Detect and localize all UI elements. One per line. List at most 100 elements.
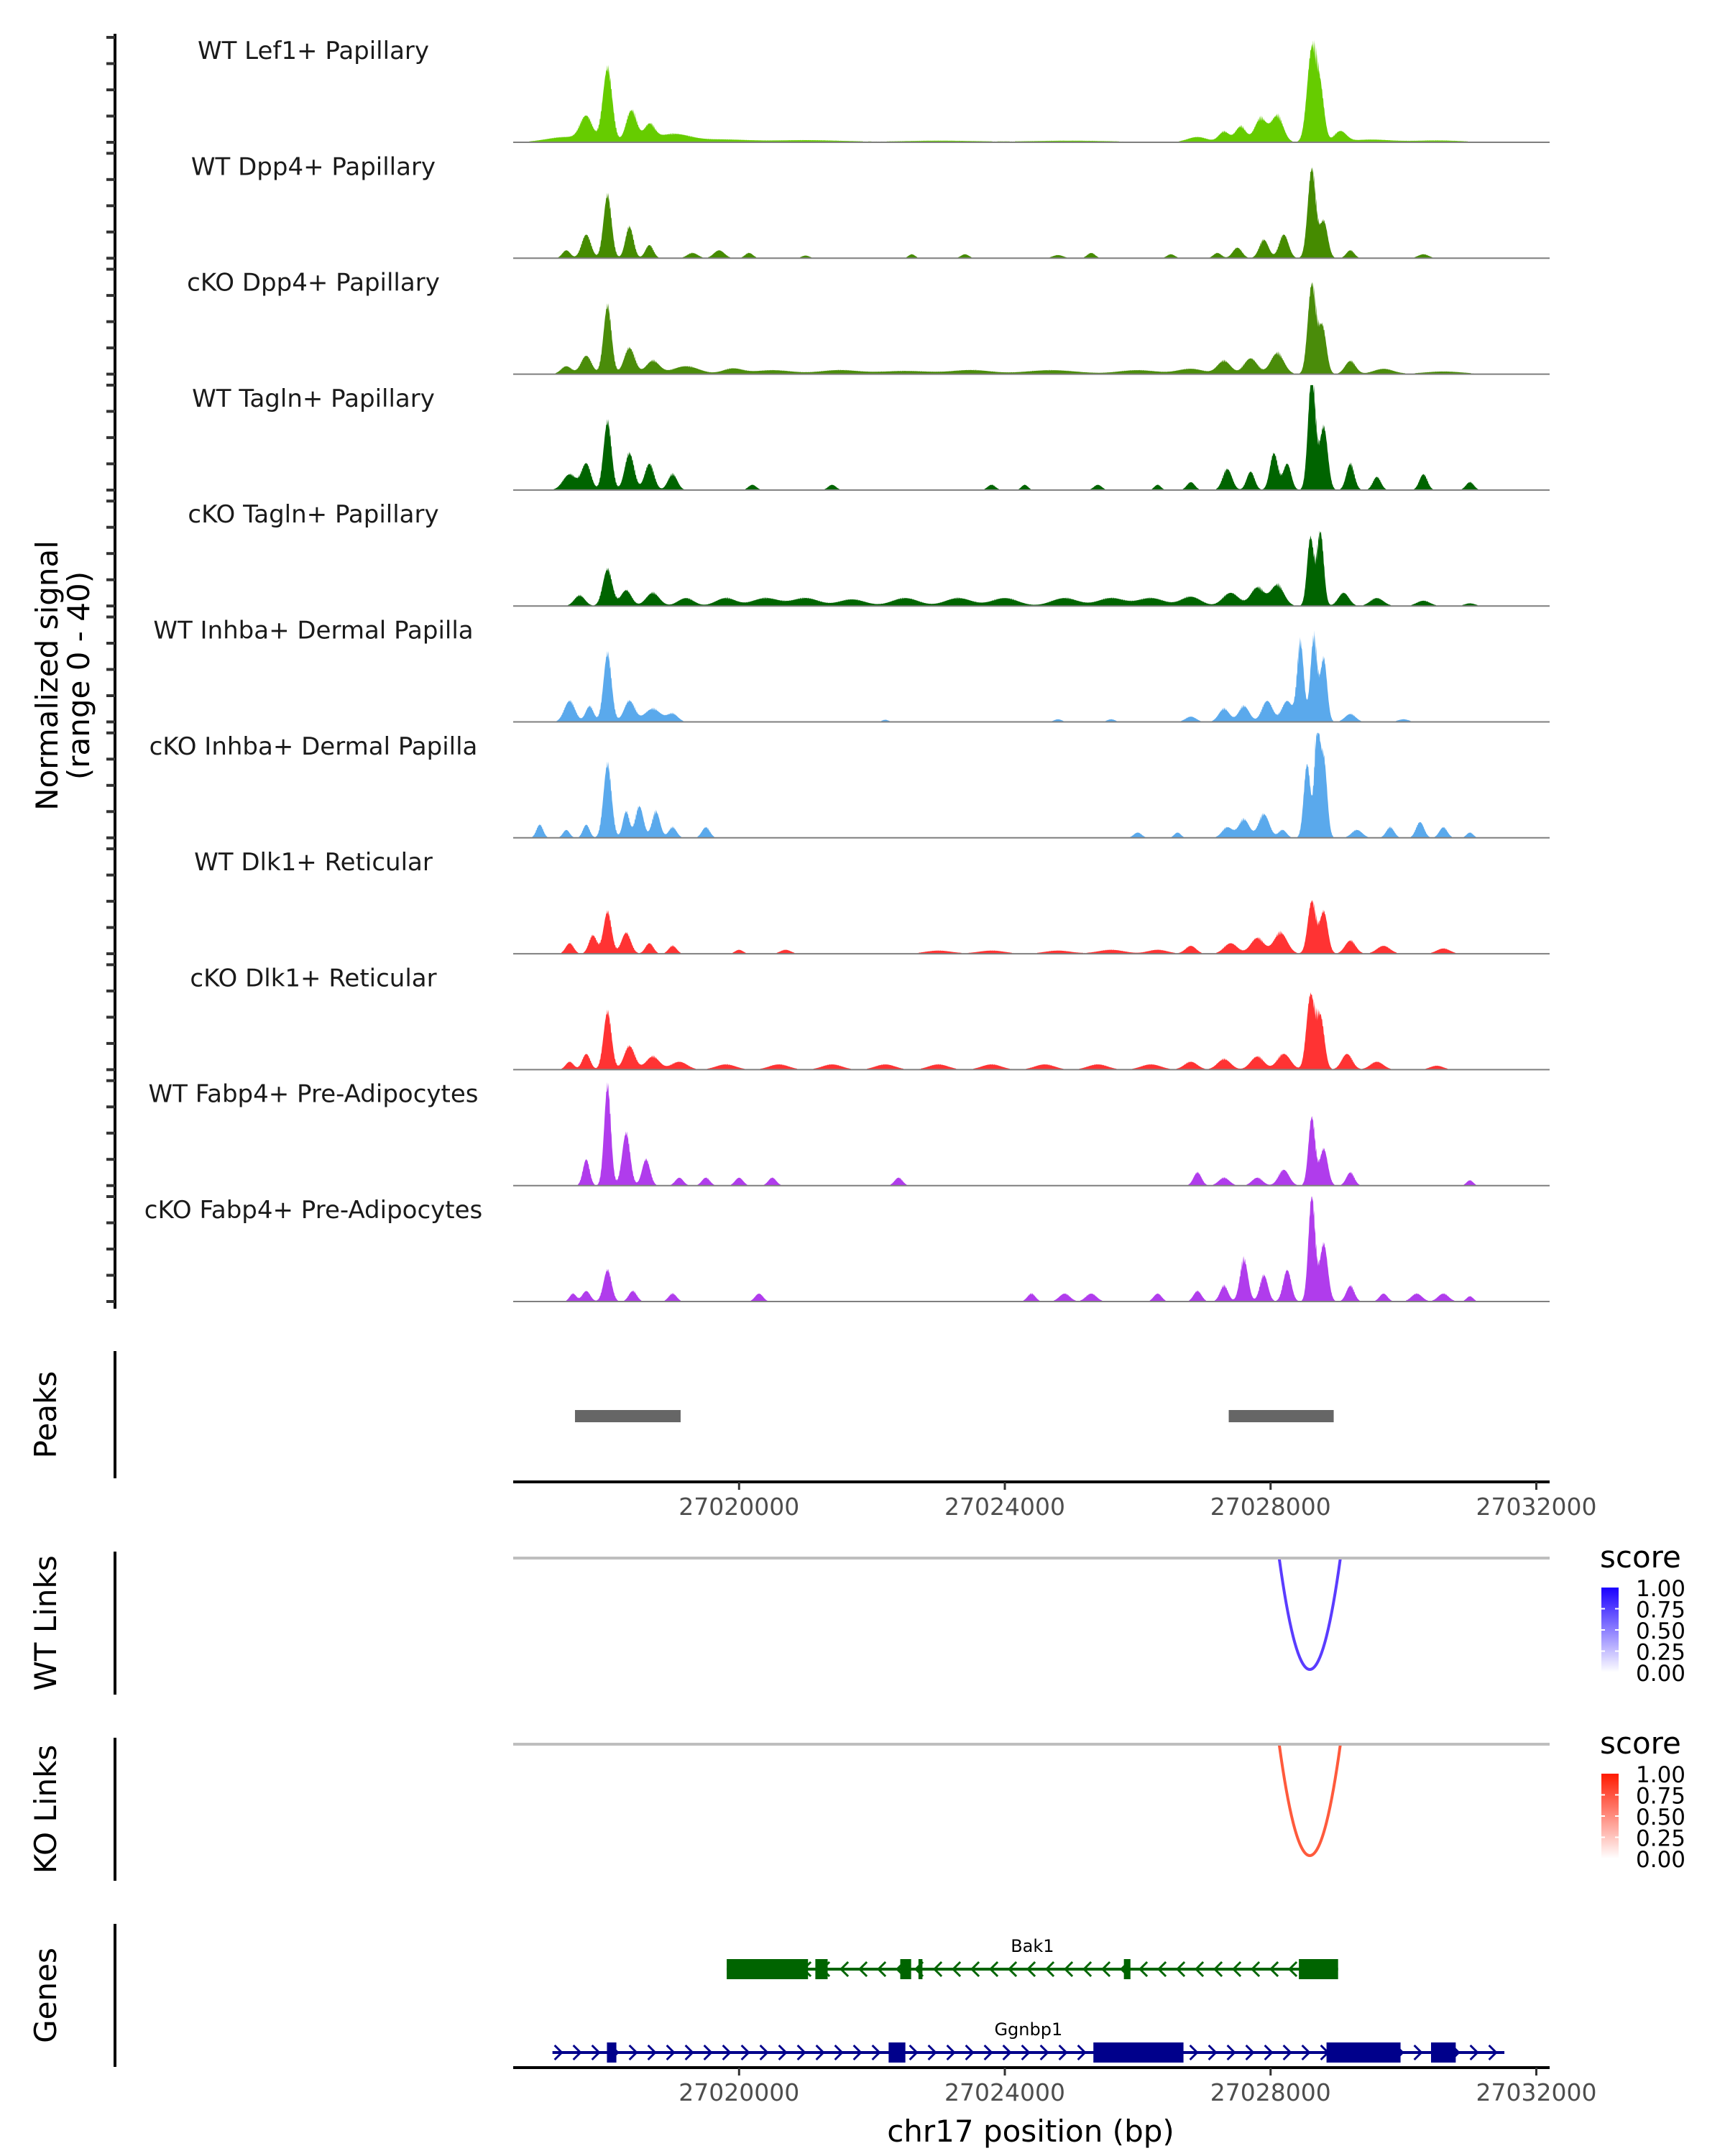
strand-arrow-icon xyxy=(1250,1961,1261,1978)
link-track-label: WT Links xyxy=(28,1555,63,1690)
strand-arrow-icon xyxy=(1287,1961,1298,1978)
x-tick-label: 27032000 xyxy=(1476,1493,1597,1521)
coverage-track-label: cKO Fabp4+ Pre-Adipocytes xyxy=(144,1196,483,1225)
strand-arrow-icon xyxy=(1469,2044,1479,2061)
link-arc xyxy=(1277,1746,1342,1857)
coverage-track-label: WT Tagln+ Papillary xyxy=(192,384,435,413)
legend-tick-label: 0.50 xyxy=(1636,1618,1685,1644)
strand-arrow-icon xyxy=(591,2044,601,2061)
coverage-track-label: cKO Dlk1+ Reticular xyxy=(190,964,436,992)
strand-arrow-icon xyxy=(857,1961,868,1978)
strand-arrow-icon xyxy=(852,2044,862,2061)
gene-exon xyxy=(1123,1959,1131,1979)
strand-arrow-icon xyxy=(684,2044,694,2061)
strand-arrow-icon xyxy=(839,1961,850,1978)
coverage-track: WT Fabp4+ Pre-Adipocytes xyxy=(106,1079,1550,1187)
gene-name-label: Ggnbp1 xyxy=(994,2019,1062,2040)
coverage-track: cKO Dlk1+ Reticular xyxy=(106,963,1550,1072)
legend-tick-label: 0.75 xyxy=(1636,1598,1685,1623)
link-track-label: KO Links xyxy=(28,1745,63,1874)
legend-tick-label: 0.50 xyxy=(1636,1805,1685,1830)
strand-arrow-icon xyxy=(946,2044,956,2061)
legend-title: score xyxy=(1600,1726,1681,1761)
coverage-track-label: WT Dpp4+ Papillary xyxy=(191,152,436,181)
strand-arrow-icon xyxy=(1245,2044,1255,2061)
coverage-track: cKO Inhba+ Dermal Papilla xyxy=(106,731,1550,839)
coverage-track: WT Dpp4+ Papillary xyxy=(106,152,1550,260)
strand-arrow-icon xyxy=(1213,1961,1223,1978)
legend-tick-label: 1.00 xyxy=(1636,1576,1685,1602)
strand-arrow-icon xyxy=(740,2044,750,2061)
gene-exon xyxy=(1299,1959,1338,1979)
strand-arrow-icon xyxy=(1264,2044,1274,2061)
gene-exon xyxy=(888,2042,906,2063)
strand-arrow-icon xyxy=(876,1961,887,1978)
gene-exon xyxy=(1326,2042,1401,2063)
strand-arrow-icon xyxy=(1194,1961,1205,1978)
coverage-tracks: WT Lef1+ Papillary WT Dpp4+ Papillary cKO … xyxy=(106,34,1550,1309)
strand-arrow-icon xyxy=(1269,1961,1279,1978)
coverage-track: cKO Tagln+ Papillary xyxy=(106,499,1550,608)
legend-tick-label: 0.25 xyxy=(1636,1826,1685,1852)
legend-title: score xyxy=(1600,1539,1681,1575)
coverage-signal-area xyxy=(513,1082,1550,1186)
strand-arrow-icon xyxy=(1021,2044,1031,2061)
coverage-signal-area xyxy=(513,992,1550,1070)
x-tick-label: 27028000 xyxy=(1210,2078,1331,2106)
coverage-ylabel-line1: Normalized signal xyxy=(29,540,65,811)
coverage-signal-area xyxy=(513,282,1550,374)
legend-tick-label: 0.00 xyxy=(1636,1847,1685,1873)
strand-arrow-icon xyxy=(1208,2044,1218,2061)
x-tick-label: 27020000 xyxy=(678,2078,799,2106)
gene-model: Ggnbp1 xyxy=(552,2019,1505,2063)
coverage-signal-area xyxy=(513,1197,1550,1302)
strand-arrow-icon xyxy=(1488,2044,1498,2061)
strand-arrow-icon xyxy=(1058,2044,1068,2061)
genes-track: Genes Bak1 Ggnbp1 27020000 27024000 27028000 2… xyxy=(28,1924,1596,2106)
coverage-track: cKO Fabp4+ Pre-Adipocytes xyxy=(106,1195,1550,1303)
strand-arrow-icon xyxy=(951,1961,962,1978)
strand-arrow-icon xyxy=(1282,2044,1292,2061)
strand-arrow-icon xyxy=(1138,1961,1149,1978)
strand-arrow-icon xyxy=(1226,2044,1236,2061)
strand-arrow-icon xyxy=(1039,2044,1049,2061)
strand-arrow-icon xyxy=(553,2044,564,2061)
coverage-signal-area xyxy=(513,530,1550,607)
gene-exon xyxy=(727,1959,809,1979)
strand-arrow-icon xyxy=(778,2044,788,2061)
strand-arrow-icon xyxy=(796,2044,806,2061)
coverage-track: WT Lef1+ Papillary xyxy=(106,36,1550,144)
strand-arrow-icon xyxy=(759,2044,769,2061)
strand-arrow-icon xyxy=(970,1961,980,1978)
strand-arrow-icon xyxy=(834,2044,844,2061)
strand-arrow-icon xyxy=(1007,1961,1018,1978)
coverage-track-label: cKO Inhba+ Dermal Papilla xyxy=(150,732,478,761)
strand-arrow-icon xyxy=(1231,1961,1242,1978)
strand-arrow-icon xyxy=(1413,2044,1423,2061)
peaks-track: Peaks 27020000 27024000 27028000 27032000 xyxy=(28,1351,1596,1521)
coverage-signal-area xyxy=(513,384,1550,490)
coverage-track-label: cKO Tagln+ Papillary xyxy=(188,500,438,529)
x-tick-label: 27020000 xyxy=(678,1493,799,1521)
strand-arrow-icon xyxy=(722,2044,732,2061)
strand-arrow-icon xyxy=(965,2044,975,2061)
coverage-track: WT Inhba+ Dermal Papilla xyxy=(106,615,1550,724)
peak-region xyxy=(1228,1410,1334,1422)
coverage-track-label: cKO Dpp4+ Papillary xyxy=(187,269,440,298)
coverage-signal-area xyxy=(513,900,1550,954)
strand-arrow-icon xyxy=(908,2044,919,2061)
coverage-track: WT Tagln+ Papillary xyxy=(106,383,1550,492)
strand-arrow-icon xyxy=(1082,1961,1092,1978)
strand-arrow-icon xyxy=(815,2044,825,2061)
strand-arrow-icon xyxy=(647,2044,657,2061)
coverage-signal-area xyxy=(513,630,1550,722)
strand-arrow-icon xyxy=(927,2044,937,2061)
gene-exon xyxy=(607,2042,617,2063)
x-tick-label: 27024000 xyxy=(944,2078,1065,2106)
gene-exon xyxy=(815,1959,828,1979)
x-tick-label: 27032000 xyxy=(1476,2078,1597,2106)
